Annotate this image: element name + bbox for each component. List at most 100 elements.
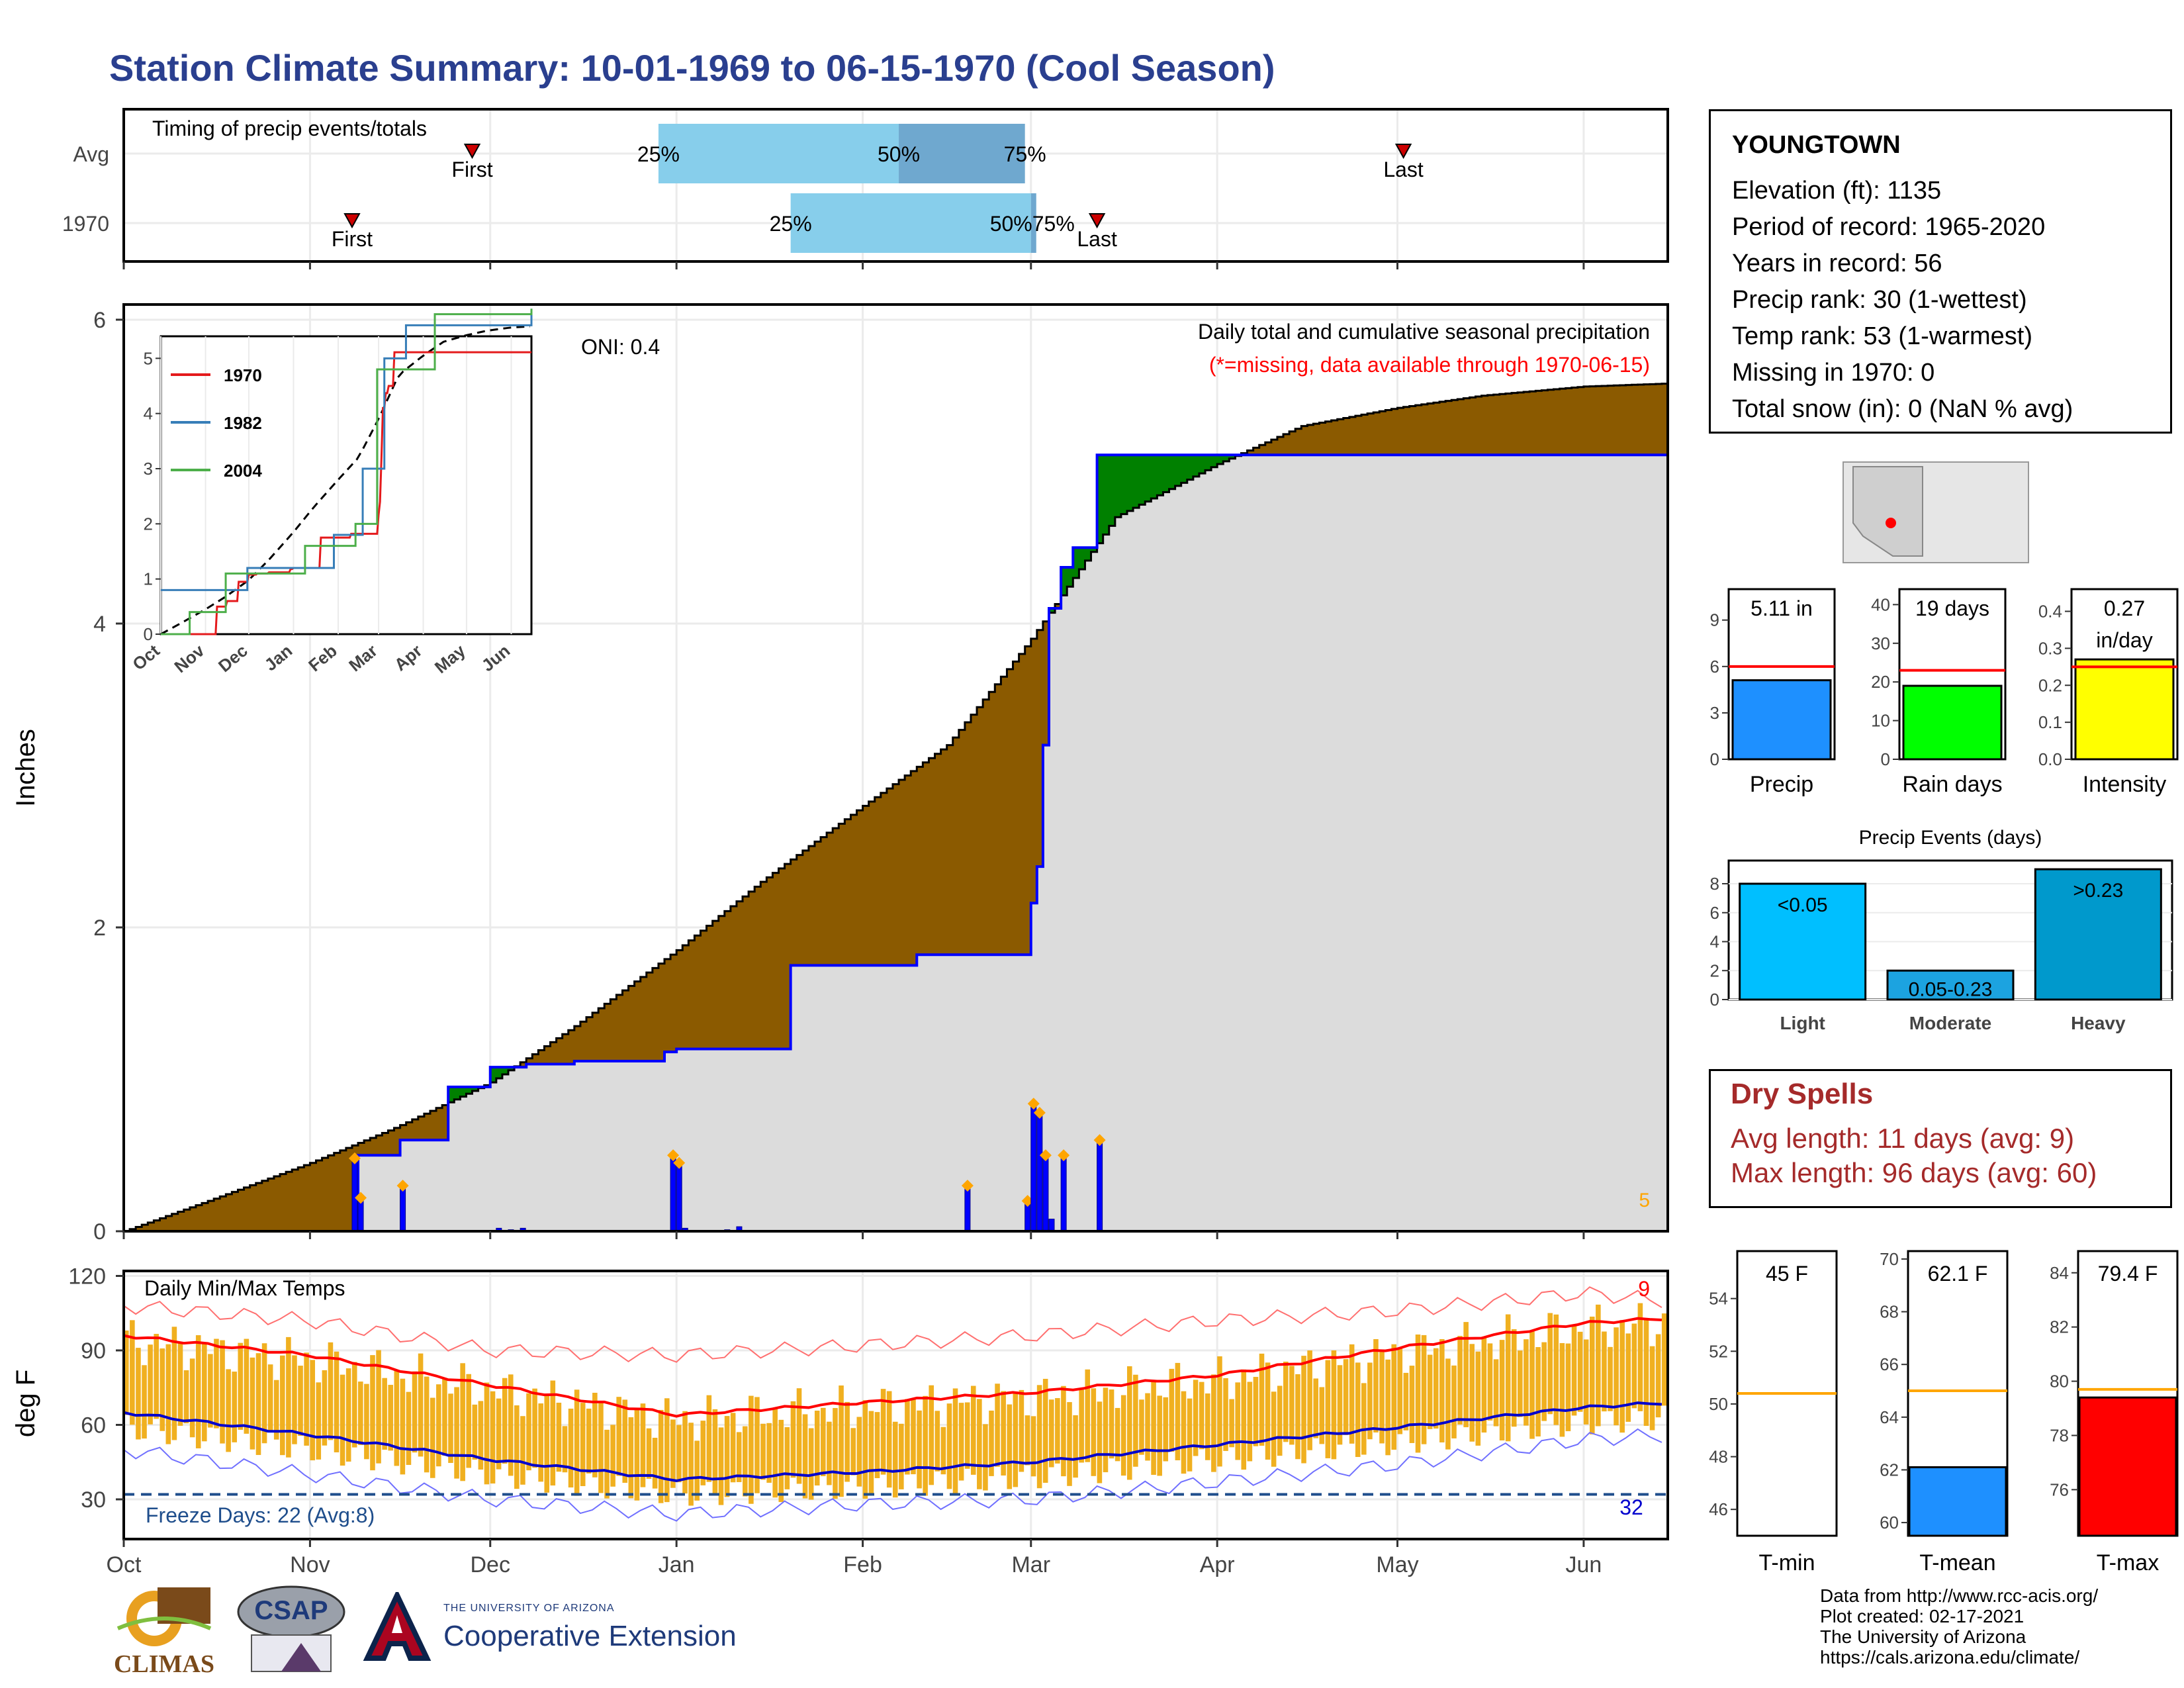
- mini-bar-value: [1731, 679, 1832, 761]
- temp-daily-range-bar: [1331, 1350, 1337, 1460]
- temp-daily-range-bar: [1518, 1350, 1523, 1417]
- precip-event-marker: [1033, 1106, 1046, 1119]
- temp-daily-range-bar: [1427, 1354, 1433, 1429]
- temp-avg-max-line: [123, 1317, 1662, 1418]
- temp-daily-range-bar: [580, 1403, 586, 1487]
- temp-daily-range-bar: [1061, 1385, 1066, 1477]
- temp-daily-range-bar: [700, 1421, 706, 1485]
- temp-daily-range-bar: [1223, 1378, 1228, 1451]
- temp-daily-range-bar: [1139, 1399, 1144, 1455]
- precip-daily-bar: [670, 1154, 676, 1232]
- temp-daily-range-bar: [790, 1401, 796, 1478]
- temp-daily-range-bar: [1637, 1303, 1643, 1411]
- temp-daily-range-bar: [1421, 1335, 1427, 1444]
- station-snow: Total snow (in): 0 (NaN % avg): [1732, 395, 2073, 423]
- climas-logo: CLIMAS: [111, 1582, 217, 1678]
- temp-daily-range-bar: [586, 1408, 592, 1474]
- precip-event-marker: [961, 1180, 974, 1192]
- mini-bar-tick-label: 10: [1871, 711, 1890, 731]
- temp-daily-range-bar: [1079, 1389, 1084, 1463]
- temp-daily-range-bar: [808, 1428, 814, 1500]
- temp-daily-range-bar: [598, 1401, 604, 1493]
- temp-daily-range-bar: [1181, 1391, 1187, 1474]
- temp-daily-range-bar: [616, 1397, 621, 1476]
- temp-bar-xlabel: T-max: [2097, 1550, 2159, 1575]
- temp-daily-range-bar: [556, 1403, 562, 1472]
- inset-bg: [159, 335, 533, 635]
- temp-daily-range-bar: [250, 1357, 255, 1450]
- temp-daily-range-bar: [370, 1355, 375, 1471]
- temp-daily-range-bar: [1499, 1340, 1505, 1441]
- temp-daily-range-bar: [267, 1364, 273, 1433]
- temp-daily-range-bar: [1403, 1372, 1409, 1430]
- temp-daily-range-bar: [382, 1378, 387, 1450]
- temp-daily-range-bar: [1175, 1362, 1181, 1461]
- temp-daily-range-bar: [544, 1394, 550, 1493]
- temp-daily-range-bar: [1163, 1397, 1169, 1462]
- precip-ytick-label: 0: [93, 1219, 106, 1244]
- temp-panel-title: Daily Min/Max Temps: [144, 1276, 345, 1300]
- ua-block-a-icon: [363, 1589, 432, 1661]
- temp-daily-range-bar: [1451, 1365, 1457, 1438]
- temp-daily-range-bar: [1439, 1339, 1445, 1443]
- mini-bar-tick-label: 0: [1881, 749, 1890, 769]
- temp-daily-range-bar: [298, 1366, 303, 1436]
- temp-daily-range-bar: [1361, 1383, 1367, 1455]
- temp-avg-min-line: [123, 1401, 1662, 1483]
- temp-daily-range-bar: [124, 1331, 129, 1415]
- station-precip-rank: Precip rank: 30 (1-wettest): [1732, 286, 2027, 314]
- oni-label: ONI: 0.4: [581, 335, 660, 359]
- temp-daily-range-bar: [833, 1408, 838, 1499]
- temp-month-label: Feb: [843, 1552, 882, 1577]
- temp-daily-range-bar: [1577, 1331, 1583, 1412]
- temp-daily-range-bar: [1235, 1382, 1240, 1460]
- temp-daily-range-bar: [1643, 1319, 1649, 1427]
- temp-daily-range-bar: [958, 1403, 964, 1481]
- timing-1970-p50-p75-label: 50%75%: [990, 212, 1075, 236]
- temp-daily-range-bar: [1036, 1385, 1042, 1489]
- temp-daily-range-bar: [827, 1421, 832, 1485]
- temp-bar-tick-label: 64: [1880, 1407, 1899, 1427]
- temp-daily-range-bar: [718, 1427, 724, 1505]
- temp-daily-range-bar: [261, 1343, 267, 1444]
- temp-daily-range-bar: [136, 1348, 141, 1440]
- temp-daily-range-bar: [280, 1355, 285, 1456]
- events-tick-label: 2: [1710, 961, 1719, 980]
- precip-daily-bar: [1097, 1139, 1103, 1232]
- events-bar-label: 0.05-0.23: [1909, 978, 1993, 1000]
- locator-map-arizona: [1852, 466, 1923, 557]
- temp-daily-range-bar: [1319, 1387, 1325, 1444]
- precip-y-axis-label: Inches: [11, 729, 40, 807]
- temp-month-label: May: [1376, 1552, 1418, 1577]
- temp-daily-range-bar: [1001, 1391, 1006, 1476]
- temp-panel-border: [122, 1270, 1669, 1540]
- temp-daily-range-bar: [970, 1385, 976, 1475]
- csap-logo-text: CSAP: [254, 1596, 328, 1625]
- temp-daily-range-bar: [664, 1398, 670, 1503]
- inset-ytick-label: 5: [144, 348, 153, 368]
- temp-daily-range-bar: [1541, 1342, 1547, 1421]
- precip-event-marker: [1027, 1098, 1040, 1110]
- temp-daily-range-bar: [568, 1408, 574, 1488]
- precip-event-marker: [667, 1149, 680, 1162]
- temp-daily-range-bar: [1337, 1365, 1343, 1445]
- mini-bar-tick-label: 9: [1710, 610, 1719, 630]
- csap-cloud-icon: CSAP: [237, 1585, 345, 1672]
- temp-daily-range-bar: [929, 1385, 934, 1485]
- temp-daily-range-bar: [730, 1413, 736, 1483]
- mini-bar-value: [2074, 658, 2175, 761]
- timing-1970-first-label: First: [332, 227, 373, 251]
- inset-legend-label: 1982: [224, 413, 262, 433]
- temp-daily-range-bar: [1661, 1313, 1667, 1406]
- temp-daily-range-bar: [1589, 1316, 1595, 1434]
- temp-month-label: Jan: [659, 1552, 695, 1577]
- footer-created: Plot created: 02-17-2021: [1820, 1606, 2025, 1626]
- precip-panel-title: Daily total and cumulative seasonal prec…: [1198, 320, 1650, 344]
- temp-daily-range-bar: [154, 1334, 159, 1419]
- temp-daily-range-bar: [208, 1354, 213, 1428]
- temp-daily-range-bar: [1115, 1407, 1120, 1462]
- precip-event-marker: [1058, 1149, 1070, 1162]
- temp-ytick-label: 90: [81, 1338, 106, 1364]
- temp-daily-range-bar: [442, 1378, 447, 1456]
- temp-daily-range-bar: [784, 1427, 790, 1489]
